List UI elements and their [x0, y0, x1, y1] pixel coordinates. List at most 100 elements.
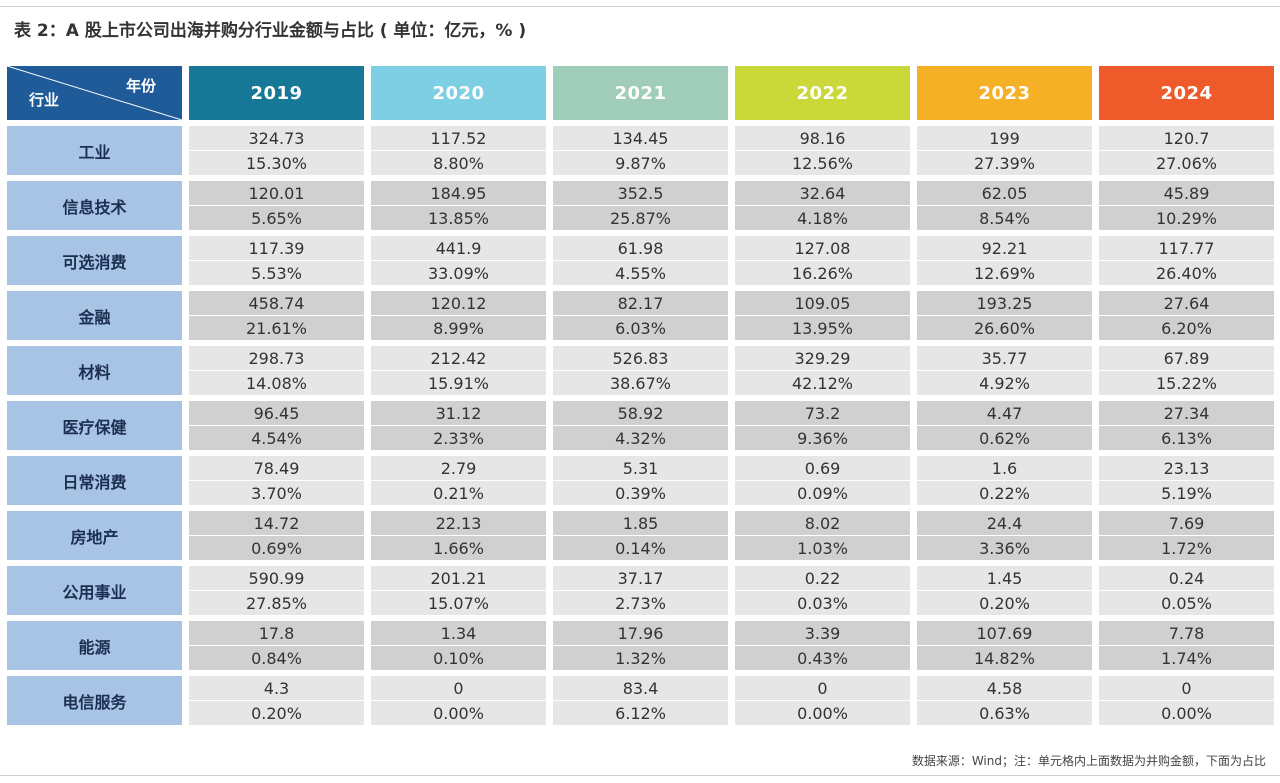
amount-value: 27.64 — [1099, 291, 1274, 316]
share-value: 0.00% — [371, 701, 546, 725]
share-value: 4.32% — [553, 426, 728, 450]
amount-value: 62.05 — [917, 181, 1092, 206]
share-value: 33.09% — [371, 261, 546, 285]
share-value: 0.21% — [371, 481, 546, 505]
amount-value: 96.45 — [189, 401, 364, 426]
amount-value: 7.78 — [1099, 621, 1274, 646]
amount-value: 98.16 — [735, 126, 910, 151]
year-header-2024: 2024 — [1099, 66, 1274, 120]
amount-value: 31.12 — [371, 401, 546, 426]
share-value: 26.40% — [1099, 261, 1274, 285]
table-cell: 2.79 0.21% — [371, 456, 546, 505]
table-cell: 98.16 12.56% — [735, 126, 910, 175]
table-cell: 1.45 0.20% — [917, 566, 1092, 615]
table-cell: 324.73 15.30% — [189, 126, 364, 175]
table-cell: 83.4 6.12% — [553, 676, 728, 725]
share-value: 1.03% — [735, 536, 910, 560]
table-cell: 67.89 15.22% — [1099, 346, 1274, 395]
amount-value: 2.79 — [371, 456, 546, 481]
table-cell: 1.34 0.10% — [371, 621, 546, 670]
table-cell: 107.69 14.82% — [917, 621, 1092, 670]
data-table: 年份 行业 2019 2020 2021 2022 2023 2024 工业 324.73 15… — [7, 66, 1274, 725]
table-cell: 590.99 27.85% — [189, 566, 364, 615]
share-value: 1.32% — [553, 646, 728, 670]
share-value: 4.92% — [917, 371, 1092, 395]
table-cell: 78.49 3.70% — [189, 456, 364, 505]
table-cell: 82.17 6.03% — [553, 291, 728, 340]
table-cell: 31.12 2.33% — [371, 401, 546, 450]
amount-value: 8.02 — [735, 511, 910, 536]
share-value: 5.53% — [189, 261, 364, 285]
table-cell: 0 0.00% — [371, 676, 546, 725]
amount-value: 0 — [371, 676, 546, 701]
table-cell: 184.95 13.85% — [371, 181, 546, 230]
share-value: 4.18% — [735, 206, 910, 230]
year-header-2020: 2020 — [371, 66, 546, 120]
year-header-2019: 2019 — [189, 66, 364, 120]
table-cell: 73.2 9.36% — [735, 401, 910, 450]
share-value: 6.03% — [553, 316, 728, 340]
amount-value: 458.74 — [189, 291, 364, 316]
amount-value: 27.34 — [1099, 401, 1274, 426]
top-rule — [0, 6, 1280, 7]
amount-value: 17.96 — [553, 621, 728, 646]
table-cell: 37.17 2.73% — [553, 566, 728, 615]
amount-value: 92.21 — [917, 236, 1092, 261]
share-value: 38.67% — [553, 371, 728, 395]
table-title: 表 2：A 股上市公司出海并购分行业金额与占比 ( 单位：亿元，% ) — [14, 21, 527, 41]
table-cell: 212.42 15.91% — [371, 346, 546, 395]
share-value: 2.73% — [553, 591, 728, 615]
year-header-2022: 2022 — [735, 66, 910, 120]
table-cell: 127.08 16.26% — [735, 236, 910, 285]
amount-value: 120.12 — [371, 291, 546, 316]
amount-value: 1.85 — [553, 511, 728, 536]
amount-value: 329.29 — [735, 346, 910, 371]
table-cell: 329.29 42.12% — [735, 346, 910, 395]
amount-value: 4.58 — [917, 676, 1092, 701]
amount-value: 4.3 — [189, 676, 364, 701]
share-value: 3.70% — [189, 481, 364, 505]
table-cell: 92.21 12.69% — [917, 236, 1092, 285]
share-value: 8.80% — [371, 151, 546, 175]
amount-value: 37.17 — [553, 566, 728, 591]
amount-value: 0.22 — [735, 566, 910, 591]
share-value: 15.30% — [189, 151, 364, 175]
share-value: 1.66% — [371, 536, 546, 560]
amount-value: 352.5 — [553, 181, 728, 206]
share-value: 12.69% — [917, 261, 1092, 285]
share-value: 9.36% — [735, 426, 910, 450]
table-cell: 7.69 1.72% — [1099, 511, 1274, 560]
table-cell: 0 0.00% — [1099, 676, 1274, 725]
row-header: 医疗保健 — [7, 401, 182, 450]
amount-value: 61.98 — [553, 236, 728, 261]
table-cell: 199 27.39% — [917, 126, 1092, 175]
share-value: 0.00% — [735, 701, 910, 725]
table-cell: 22.13 1.66% — [371, 511, 546, 560]
share-value: 4.55% — [553, 261, 728, 285]
amount-value: 212.42 — [371, 346, 546, 371]
share-value: 13.85% — [371, 206, 546, 230]
row-header: 信息技术 — [7, 181, 182, 230]
table-cell: 32.64 4.18% — [735, 181, 910, 230]
share-value: 12.56% — [735, 151, 910, 175]
share-value: 0.69% — [189, 536, 364, 560]
share-value: 6.13% — [1099, 426, 1274, 450]
footnote: 数据来源：Wind；注：单元格内上面数据为并购金额，下面为占比 — [911, 754, 1266, 768]
row-header: 房地产 — [7, 511, 182, 560]
table-cell: 441.9 33.09% — [371, 236, 546, 285]
share-value: 13.95% — [735, 316, 910, 340]
amount-value: 0 — [735, 676, 910, 701]
table-cell: 120.01 5.65% — [189, 181, 364, 230]
amount-value: 17.8 — [189, 621, 364, 646]
share-value: 8.54% — [917, 206, 1092, 230]
amount-value: 120.7 — [1099, 126, 1274, 151]
share-value: 0.20% — [917, 591, 1092, 615]
table-cell: 0.69 0.09% — [735, 456, 910, 505]
amount-value: 14.72 — [189, 511, 364, 536]
table-cell: 526.83 38.67% — [553, 346, 728, 395]
share-value: 1.72% — [1099, 536, 1274, 560]
amount-value: 184.95 — [371, 181, 546, 206]
share-value: 21.61% — [189, 316, 364, 340]
share-value: 27.85% — [189, 591, 364, 615]
table-cell: 4.3 0.20% — [189, 676, 364, 725]
